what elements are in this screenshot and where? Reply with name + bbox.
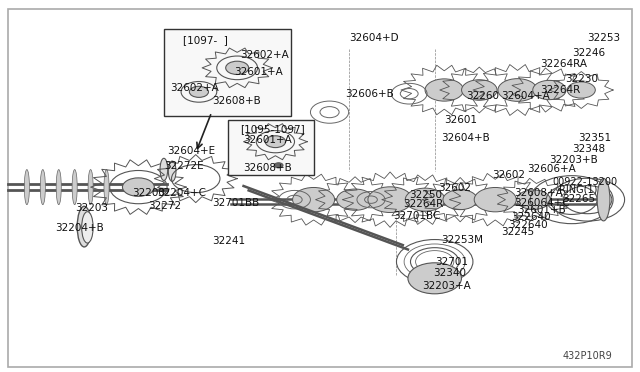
Circle shape [474,187,516,212]
Ellipse shape [40,170,45,205]
Text: 32272E: 32272E [164,161,204,171]
Text: 32601+A: 32601+A [234,67,283,77]
Text: 32602+A: 32602+A [170,83,219,93]
Circle shape [274,163,283,168]
Ellipse shape [24,170,29,205]
FancyBboxPatch shape [8,9,632,367]
Circle shape [265,136,285,148]
Circle shape [532,80,566,100]
Circle shape [189,86,209,97]
Text: 32348: 32348 [572,144,605,154]
Text: 32340: 32340 [433,268,467,278]
Ellipse shape [77,206,92,247]
Text: 32250: 32250 [409,190,442,200]
Text: 326064+C: 326064+C [515,198,570,208]
Text: 32606+B: 32606+B [346,89,394,99]
Text: 32602: 32602 [438,183,471,193]
Text: [1095-1097]: [1095-1097] [241,124,305,134]
Bar [228,119,314,175]
Text: 32272: 32272 [148,201,181,211]
Circle shape [226,61,248,74]
Text: 32230: 32230 [565,74,598,84]
Text: 32701BC: 32701BC [394,211,441,221]
Text: 32701: 32701 [435,257,468,267]
Circle shape [461,80,497,100]
Text: 322640: 322640 [511,212,551,222]
Text: 32604+E: 32604+E [167,146,215,156]
Text: 32602: 32602 [492,170,525,180]
Ellipse shape [82,212,93,243]
Text: 32241: 32241 [212,236,244,246]
Text: 32602+A: 32602+A [241,50,289,60]
Ellipse shape [88,170,93,205]
Circle shape [292,187,335,212]
Bar [164,29,291,116]
Text: 32601+A: 32601+A [244,135,292,145]
Text: 32246: 32246 [572,48,605,58]
Circle shape [443,190,477,210]
Circle shape [498,78,537,101]
Text: 32601: 32601 [444,115,477,125]
Text: [1097-  ]: [1097- ] [183,35,228,45]
Text: 432P10R9: 432P10R9 [562,351,612,361]
Text: 32264R: 32264R [403,199,443,209]
Circle shape [425,79,463,101]
Text: 32601+B: 32601+B [518,205,566,215]
Text: 32604+D: 32604+D [349,33,398,43]
Text: 32608+A: 32608+A [515,188,563,198]
Text: 32608+B: 32608+B [244,163,292,173]
Circle shape [408,263,461,294]
Circle shape [567,82,595,98]
Text: 32245: 32245 [502,227,535,237]
Text: 32264R: 32264R [540,85,580,95]
Ellipse shape [104,170,109,205]
Text: RING(1): RING(1) [559,185,597,195]
Text: 32604+B: 32604+B [441,133,490,143]
Text: 32260: 32260 [467,90,500,100]
Text: 32265: 32265 [562,194,595,204]
Text: 32701BB: 32701BB [212,198,259,208]
Text: 32204+B: 32204+B [56,224,104,234]
Ellipse shape [160,158,168,180]
Text: 32253M: 32253M [441,234,483,244]
Circle shape [337,189,373,210]
Text: 32264RA: 32264RA [540,59,587,69]
Text: 00922-13200: 00922-13200 [552,177,618,187]
Text: 322640: 322640 [508,220,548,230]
Text: 32608+B: 32608+B [212,96,260,106]
Text: 32351: 32351 [578,133,611,143]
Circle shape [405,188,445,211]
Text: 32200: 32200 [132,188,165,198]
Text: 32203+A: 32203+A [422,281,470,291]
Ellipse shape [72,170,77,205]
Text: 32606+A: 32606+A [527,164,576,174]
Circle shape [122,178,154,196]
Ellipse shape [168,161,176,182]
Circle shape [516,190,550,209]
Ellipse shape [597,179,610,221]
Ellipse shape [56,170,61,205]
Text: 32204+C: 32204+C [157,188,207,198]
Text: 32253: 32253 [588,33,621,43]
Circle shape [368,187,412,212]
Text: 32203+B: 32203+B [549,155,598,165]
Text: 32604+A: 32604+A [502,90,550,100]
Text: 32203: 32203 [75,203,108,213]
